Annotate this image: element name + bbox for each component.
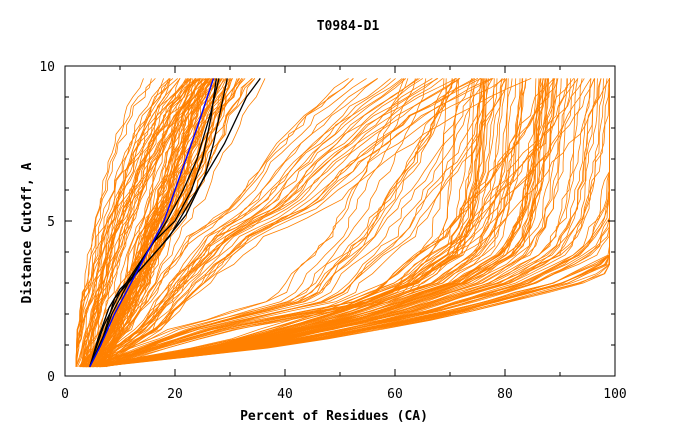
reference-model-line [89, 78, 217, 367]
x-tick-label: 20 [167, 387, 183, 402]
other-model-line [80, 78, 200, 367]
other-model-line [84, 78, 197, 367]
other-model-line [98, 78, 405, 368]
other-model-line [83, 78, 494, 368]
other-model-line [86, 78, 592, 368]
other-model-line [97, 78, 200, 367]
other-model-line [95, 78, 407, 367]
other-model-line [89, 78, 473, 368]
other-model-line [88, 78, 523, 368]
other-model-line [100, 78, 568, 368]
reference-model-line [89, 78, 261, 367]
other-model-line [97, 78, 416, 368]
other-model-line [78, 78, 201, 367]
other-model-line [87, 78, 503, 368]
other-model-line [95, 78, 473, 368]
other-model-line [81, 78, 555, 368]
other-model-line [85, 78, 595, 368]
other-model-line [105, 78, 595, 368]
other-model-line [88, 78, 506, 368]
other-model-line [99, 78, 479, 368]
other-model-line [75, 78, 181, 367]
other-model-line [84, 78, 409, 368]
other-model-line [76, 78, 190, 367]
other-model-line [97, 78, 391, 367]
other-model-line [83, 78, 537, 368]
y-tick-label: 0 [47, 370, 55, 385]
other-model-line [85, 78, 488, 368]
x-tick-label: 40 [277, 387, 293, 402]
other-model-line [89, 78, 558, 368]
x-tick-label: 80 [497, 387, 513, 402]
y-tick-label: 10 [39, 60, 55, 75]
other-model-line [98, 78, 266, 367]
other-model-line [99, 78, 596, 368]
other-model-line [79, 78, 188, 367]
other-model-line [82, 78, 171, 367]
other-model-line [82, 78, 219, 367]
y-axis-label: Distance Cutoff, A [20, 162, 35, 303]
other-model-line [80, 78, 223, 367]
other-model-line [89, 78, 233, 367]
other-model-line [91, 78, 453, 368]
reference-model-line [89, 78, 220, 367]
highlighted-model-line-path [89, 78, 215, 368]
other-model-line [84, 78, 192, 367]
other-model-line [101, 78, 556, 368]
other-model-line [85, 78, 349, 367]
y-tick-label: 5 [47, 215, 55, 230]
other-model-line [83, 78, 544, 368]
x-tick-label: 60 [387, 387, 403, 402]
other-model-line [80, 78, 228, 368]
x-tick-label: 0 [61, 387, 69, 402]
other-model-line [82, 78, 461, 368]
other-model-line [85, 78, 447, 368]
other-model-line [93, 78, 527, 368]
axis-ticks [64, 65, 616, 377]
other-model-line [88, 78, 201, 367]
other-model-line [95, 78, 513, 368]
other-model-line [97, 78, 482, 368]
other-model-line [97, 78, 396, 368]
other-model-line [83, 78, 170, 367]
other-model-line [89, 78, 354, 367]
other-model-line [80, 78, 610, 368]
other-model-line [81, 78, 211, 367]
other-model-line [97, 78, 194, 367]
other-model-line [93, 78, 572, 368]
other-model-line [75, 78, 171, 367]
other-model-line [95, 78, 482, 368]
other-model-line [97, 78, 456, 368]
other-model-line [92, 78, 549, 368]
other-model-line [90, 78, 532, 368]
x-tick-label: 100 [603, 387, 626, 402]
other-model-line [75, 78, 202, 367]
other-model-line [84, 78, 604, 368]
highlighted-model-line [89, 78, 215, 368]
other-model-line [82, 78, 610, 368]
other-model-line [90, 78, 459, 368]
other-model-line [75, 78, 152, 367]
other-models-lines [75, 78, 610, 368]
other-model-line [93, 78, 495, 368]
other-model-line [99, 78, 420, 368]
chart-title: T0984-D1 [317, 19, 380, 34]
reference-models-lines [89, 78, 261, 367]
x-axis-label: Percent of Residues (CA) [240, 409, 428, 424]
other-model-line [101, 78, 493, 368]
other-model-line [75, 78, 156, 367]
other-model-line [92, 78, 481, 368]
other-model-line [75, 78, 164, 367]
other-model-line [103, 78, 559, 368]
other-model-line [88, 78, 592, 368]
other-model-line [83, 78, 367, 368]
other-model-line [92, 78, 378, 368]
axis-tick-labels: 0 20 40 60 80 100 0 5 10 [39, 60, 626, 402]
other-model-line [89, 78, 579, 368]
